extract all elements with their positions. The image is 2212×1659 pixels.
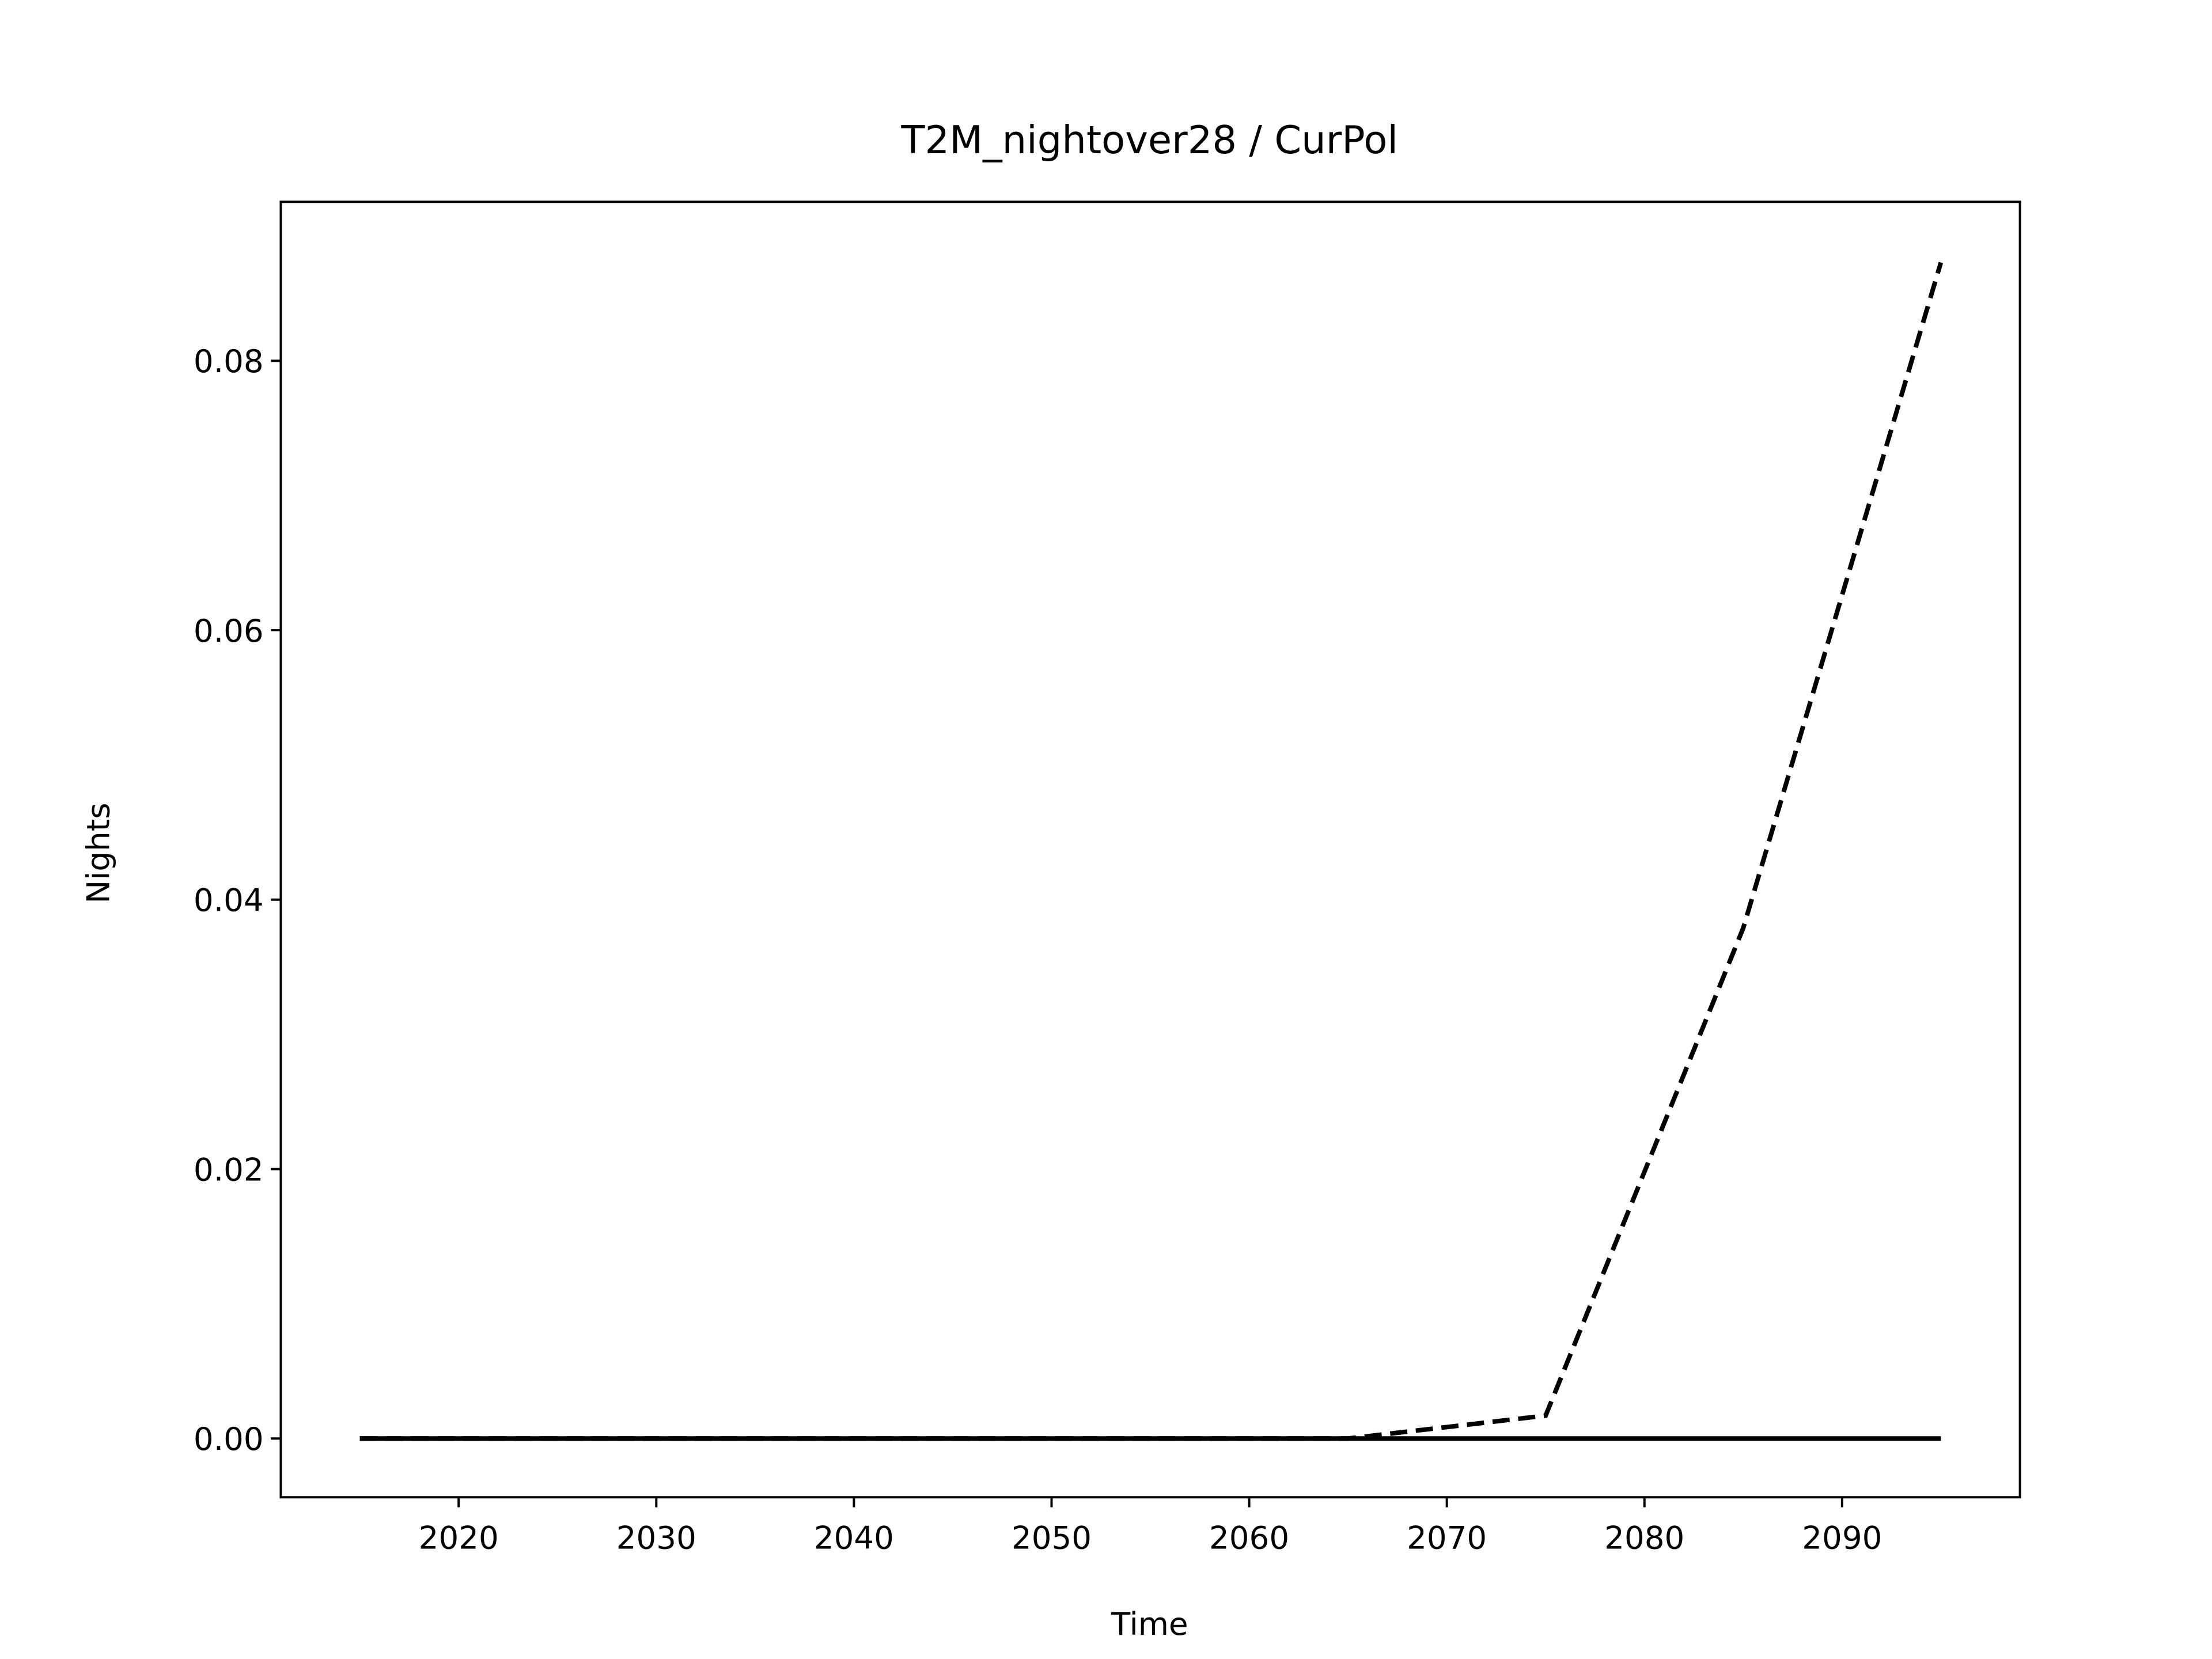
y-axis-label: Nights: [79, 802, 116, 903]
x-tick-label: 2040: [814, 1520, 894, 1556]
x-tick-label: 2020: [419, 1520, 499, 1556]
y-tick-label: 0.02: [194, 1151, 264, 1188]
x-tick-label: 2030: [616, 1520, 696, 1556]
x-tick-label: 2080: [1604, 1520, 1684, 1556]
y-tick-label: 0.06: [194, 612, 264, 649]
x-tick-label: 2090: [1802, 1520, 1882, 1556]
x-tick-label: 2060: [1209, 1520, 1289, 1556]
y-tick-label: 0.08: [194, 343, 264, 380]
y-tick-label: 0.04: [194, 882, 264, 919]
x-tick-label: 2070: [1407, 1520, 1487, 1556]
plot-frame: [279, 200, 2021, 1499]
x-axis-label: Time: [1111, 1605, 1188, 1642]
y-tick-label: 0.00: [194, 1421, 264, 1457]
x-tick-label: 2050: [1012, 1520, 1092, 1556]
chart-title: T2M_nightover28 / CurPol: [901, 118, 1398, 162]
